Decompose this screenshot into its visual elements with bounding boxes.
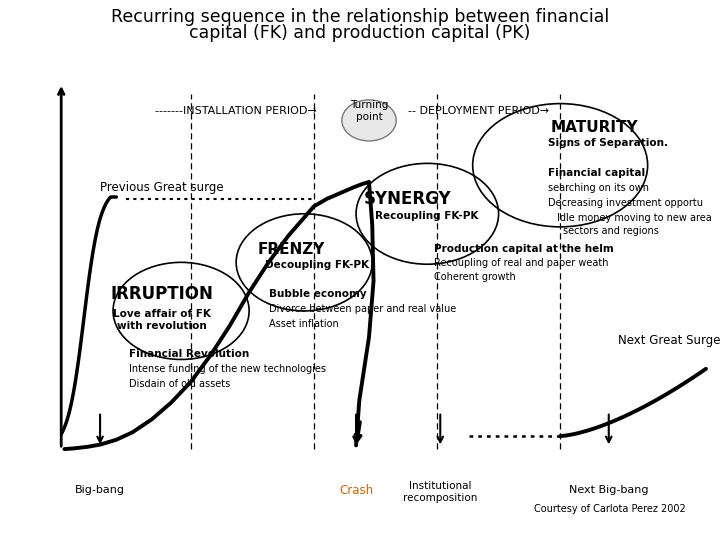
Text: -------INSTALLATION PERIOD→: -------INSTALLATION PERIOD→ — [156, 106, 317, 116]
Text: Crash: Crash — [339, 484, 373, 497]
Text: Bubble economy: Bubble economy — [269, 289, 366, 299]
Text: Production capital at the helm: Production capital at the helm — [433, 244, 613, 254]
Text: sectors and regions: sectors and regions — [563, 226, 660, 235]
Text: FRENZY: FRENZY — [258, 242, 325, 257]
Text: Next Big-bang: Next Big-bang — [569, 485, 649, 495]
Text: Decreasing investment opportu: Decreasing investment opportu — [549, 198, 703, 207]
Text: -- DEPLOYMENT PERIOD→: -- DEPLOYMENT PERIOD→ — [408, 106, 549, 116]
Text: Signs of Separation.: Signs of Separation. — [549, 138, 668, 148]
Text: Intense funding of the new technologies: Intense funding of the new technologies — [130, 364, 326, 374]
Text: IRRUPTION: IRRUPTION — [110, 285, 213, 303]
Text: Institutional
recomposition: Institutional recomposition — [403, 481, 477, 503]
Text: Courtesy of Carlota Perez 2002: Courtesy of Carlota Perez 2002 — [534, 504, 686, 514]
Text: Decoupling FK-PK: Decoupling FK-PK — [265, 260, 369, 271]
Text: Recoupling FK-PK: Recoupling FK-PK — [376, 211, 479, 221]
Ellipse shape — [342, 100, 396, 141]
Text: Previous Great surge: Previous Great surge — [100, 181, 224, 194]
Text: Asset inflation: Asset inflation — [269, 319, 338, 329]
Text: Divorce between paper and real value: Divorce between paper and real value — [269, 304, 456, 314]
Text: SYNERGY: SYNERGY — [364, 190, 451, 208]
Text: Big-bang: Big-bang — [75, 485, 125, 495]
Text: MATURITY: MATURITY — [550, 120, 638, 136]
Text: searching on its own: searching on its own — [549, 183, 649, 193]
Text: Financial capital: Financial capital — [549, 168, 646, 178]
Text: Love affair of FK
with revolution: Love affair of FK with revolution — [113, 309, 210, 331]
Text: Recoupling of real and paper weath: Recoupling of real and paper weath — [433, 258, 608, 268]
Text: capital (FK) and production capital (PK): capital (FK) and production capital (PK) — [189, 24, 531, 42]
Text: Recurring sequence in the relationship between financial: Recurring sequence in the relationship b… — [111, 8, 609, 26]
Text: Next Great Surge: Next Great Surge — [618, 334, 720, 347]
Text: Financial Revolution: Financial Revolution — [130, 349, 250, 359]
Text: Turning
point: Turning point — [350, 100, 388, 122]
Text: Coherent growth: Coherent growth — [433, 272, 516, 281]
Text: Disdain of old assets: Disdain of old assets — [130, 379, 230, 389]
Text: Idle money moving to new area: Idle money moving to new area — [557, 213, 711, 222]
